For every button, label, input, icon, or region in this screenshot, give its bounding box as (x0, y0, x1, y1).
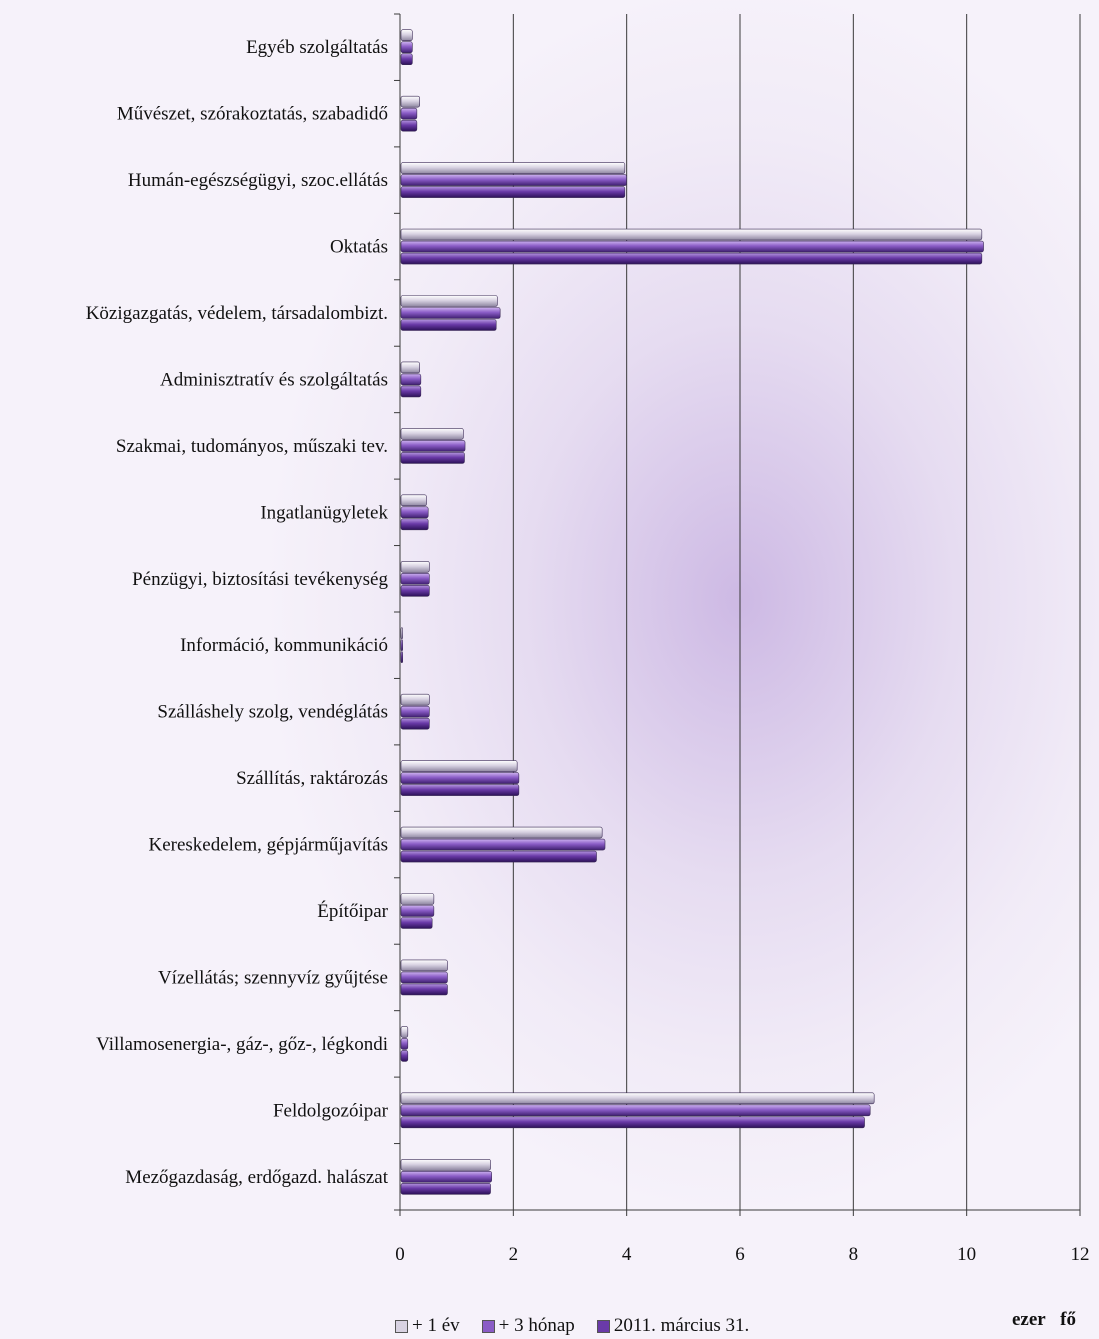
bar (400, 917, 433, 929)
legend-item-1-year: + 1 év (395, 1315, 460, 1337)
bar (400, 1116, 865, 1129)
category-label: Feldolgozóipar (273, 1100, 389, 1121)
bar (400, 361, 421, 374)
bar (400, 784, 520, 796)
category-label: Pénzügyi, biztosítási tevékenység (132, 569, 388, 590)
bar (400, 705, 430, 718)
x-tick-label: 0 (395, 1244, 405, 1265)
bar (400, 584, 430, 597)
bar (400, 1182, 491, 1195)
bar (400, 174, 627, 186)
bar (400, 772, 520, 784)
legend-swatch-3-months (481, 1319, 495, 1333)
bar (400, 1170, 492, 1183)
x-tick-label: 12 (1071, 1244, 1090, 1265)
legend-label-2011-march: 2011. március 31. (613, 1315, 750, 1336)
bar (400, 717, 430, 730)
bar (400, 850, 597, 863)
bar (400, 1050, 409, 1062)
bar (400, 560, 430, 573)
bar (400, 639, 403, 652)
bar (400, 971, 448, 984)
x-tick-label: 4 (622, 1244, 632, 1265)
bar (400, 385, 422, 398)
bar (400, 29, 413, 42)
bar (400, 95, 421, 108)
bar (400, 506, 429, 519)
bar (400, 1158, 491, 1171)
bar (400, 518, 429, 531)
legend-swatch-2011-march (596, 1319, 610, 1333)
bar (400, 452, 465, 464)
legend-item-2011-march: 2011. március 31. (596, 1315, 750, 1337)
category-label: Adminisztratív és szolgáltatás (160, 369, 388, 390)
bar (400, 627, 403, 640)
bar (400, 959, 448, 972)
bar (400, 838, 606, 851)
category-label: Információ, kommunikáció (180, 635, 388, 656)
bar (400, 107, 418, 120)
bar (400, 572, 430, 585)
category-label: Oktatás (330, 237, 388, 258)
category-label: Szálláshely szolg, vendéglátás (157, 702, 388, 723)
legend-item-3-months: + 3 hónap (481, 1315, 575, 1337)
legend-label-1-year: + 1 év (412, 1315, 460, 1336)
bar (400, 53, 413, 66)
unit-label: ezer fő (1012, 1309, 1076, 1330)
bar (400, 228, 983, 241)
category-label: Építőipar (317, 900, 388, 922)
chart-legend: + 1 év + 3 hónap 2011. március 31. (395, 1313, 749, 1339)
bar-chart-plot: 0 2 4 6 8 10 12 Egyéb szolgáltatás Művészet, szó… (86, 13, 1090, 1265)
category-label: Egyéb szolgáltatás (246, 37, 388, 58)
legend-label-3-months: + 3 hónap (498, 1315, 575, 1336)
bar (400, 307, 501, 319)
bar (400, 983, 448, 996)
bar (400, 1038, 409, 1050)
legend-swatch-1-year (395, 1319, 408, 1333)
bar (400, 162, 626, 174)
bar (400, 428, 464, 440)
bar (400, 1092, 875, 1105)
bar (400, 319, 497, 331)
bar (400, 826, 603, 839)
bar (400, 240, 984, 253)
category-label: Ingatlanügyletek (260, 502, 388, 523)
category-label: Szakmai, tudományos, műszaki tev. (116, 436, 388, 457)
category-label: Humán-egészségügyi, szoc.ellátás (128, 170, 388, 191)
bar (400, 1026, 409, 1038)
bar (400, 440, 466, 452)
x-tick-label: 10 (957, 1244, 976, 1265)
category-label: Közigazgatás, védelem, társadalombizt. (86, 303, 388, 324)
category-label: Kereskedelem, gépjárműjavítás (148, 835, 388, 856)
bar (400, 41, 413, 54)
bar (400, 494, 427, 507)
category-label: Vízellátás; szennyvíz gyűjtése (158, 967, 388, 988)
bar (400, 119, 418, 132)
bar (400, 905, 435, 917)
bar (400, 760, 518, 772)
bar (400, 1104, 871, 1117)
bar (400, 693, 430, 706)
category-label: Szállítás, raktározás (236, 768, 388, 789)
category-label: Mezőgazdaság, erdőgazd. halászat (125, 1167, 388, 1188)
bar (400, 893, 435, 905)
bar (400, 252, 983, 265)
bar (400, 651, 403, 664)
x-tick-label: 2 (509, 1244, 519, 1265)
x-tick-label: 6 (735, 1244, 745, 1265)
bar (400, 373, 422, 386)
category-label: Villamosenergia-, gáz-, gőz-, légkondi (96, 1034, 388, 1055)
bar (400, 186, 626, 198)
x-tick-label: 8 (849, 1244, 859, 1265)
category-label: Művészet, szórakoztatás, szabadidő (117, 104, 388, 125)
bar (400, 295, 498, 307)
